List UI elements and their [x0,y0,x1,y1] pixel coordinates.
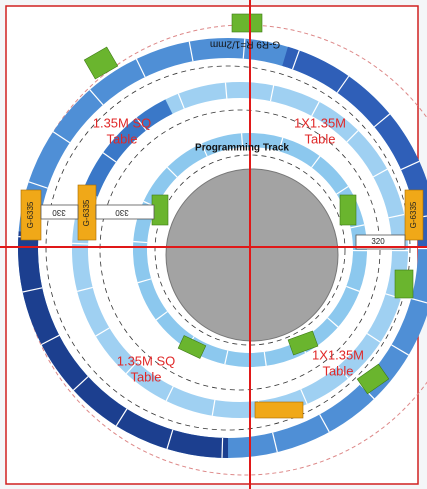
switches [83,13,414,395]
piece-label: G-6335 [409,201,418,228]
area-label: 1X1.35M [312,347,364,362]
area-label: 1.35M SQ [117,353,176,368]
top-label: G-R9 R=1/2mm [210,38,280,49]
piece-label: 330 [115,208,129,217]
area-label: Table [130,369,161,384]
straights [20,184,424,419]
piece-label: G-6335 [82,199,91,226]
turntable [165,168,339,342]
guide-circle [99,109,381,391]
inner-joints [133,133,367,367]
piece-label: G-6335 [26,201,35,228]
middle-joints [72,82,408,418]
area-label: Table [322,363,353,378]
straight-track [40,204,406,250]
area-label: Table [106,131,137,146]
area-label: 1.35M SQ [93,115,152,130]
programming-track-label: Programming Track [195,143,289,154]
piece-label: 320 [371,237,385,246]
area-label: Table [304,131,335,146]
area-label: 1X1.35M [294,115,346,130]
piece-label: 330 [52,208,66,217]
